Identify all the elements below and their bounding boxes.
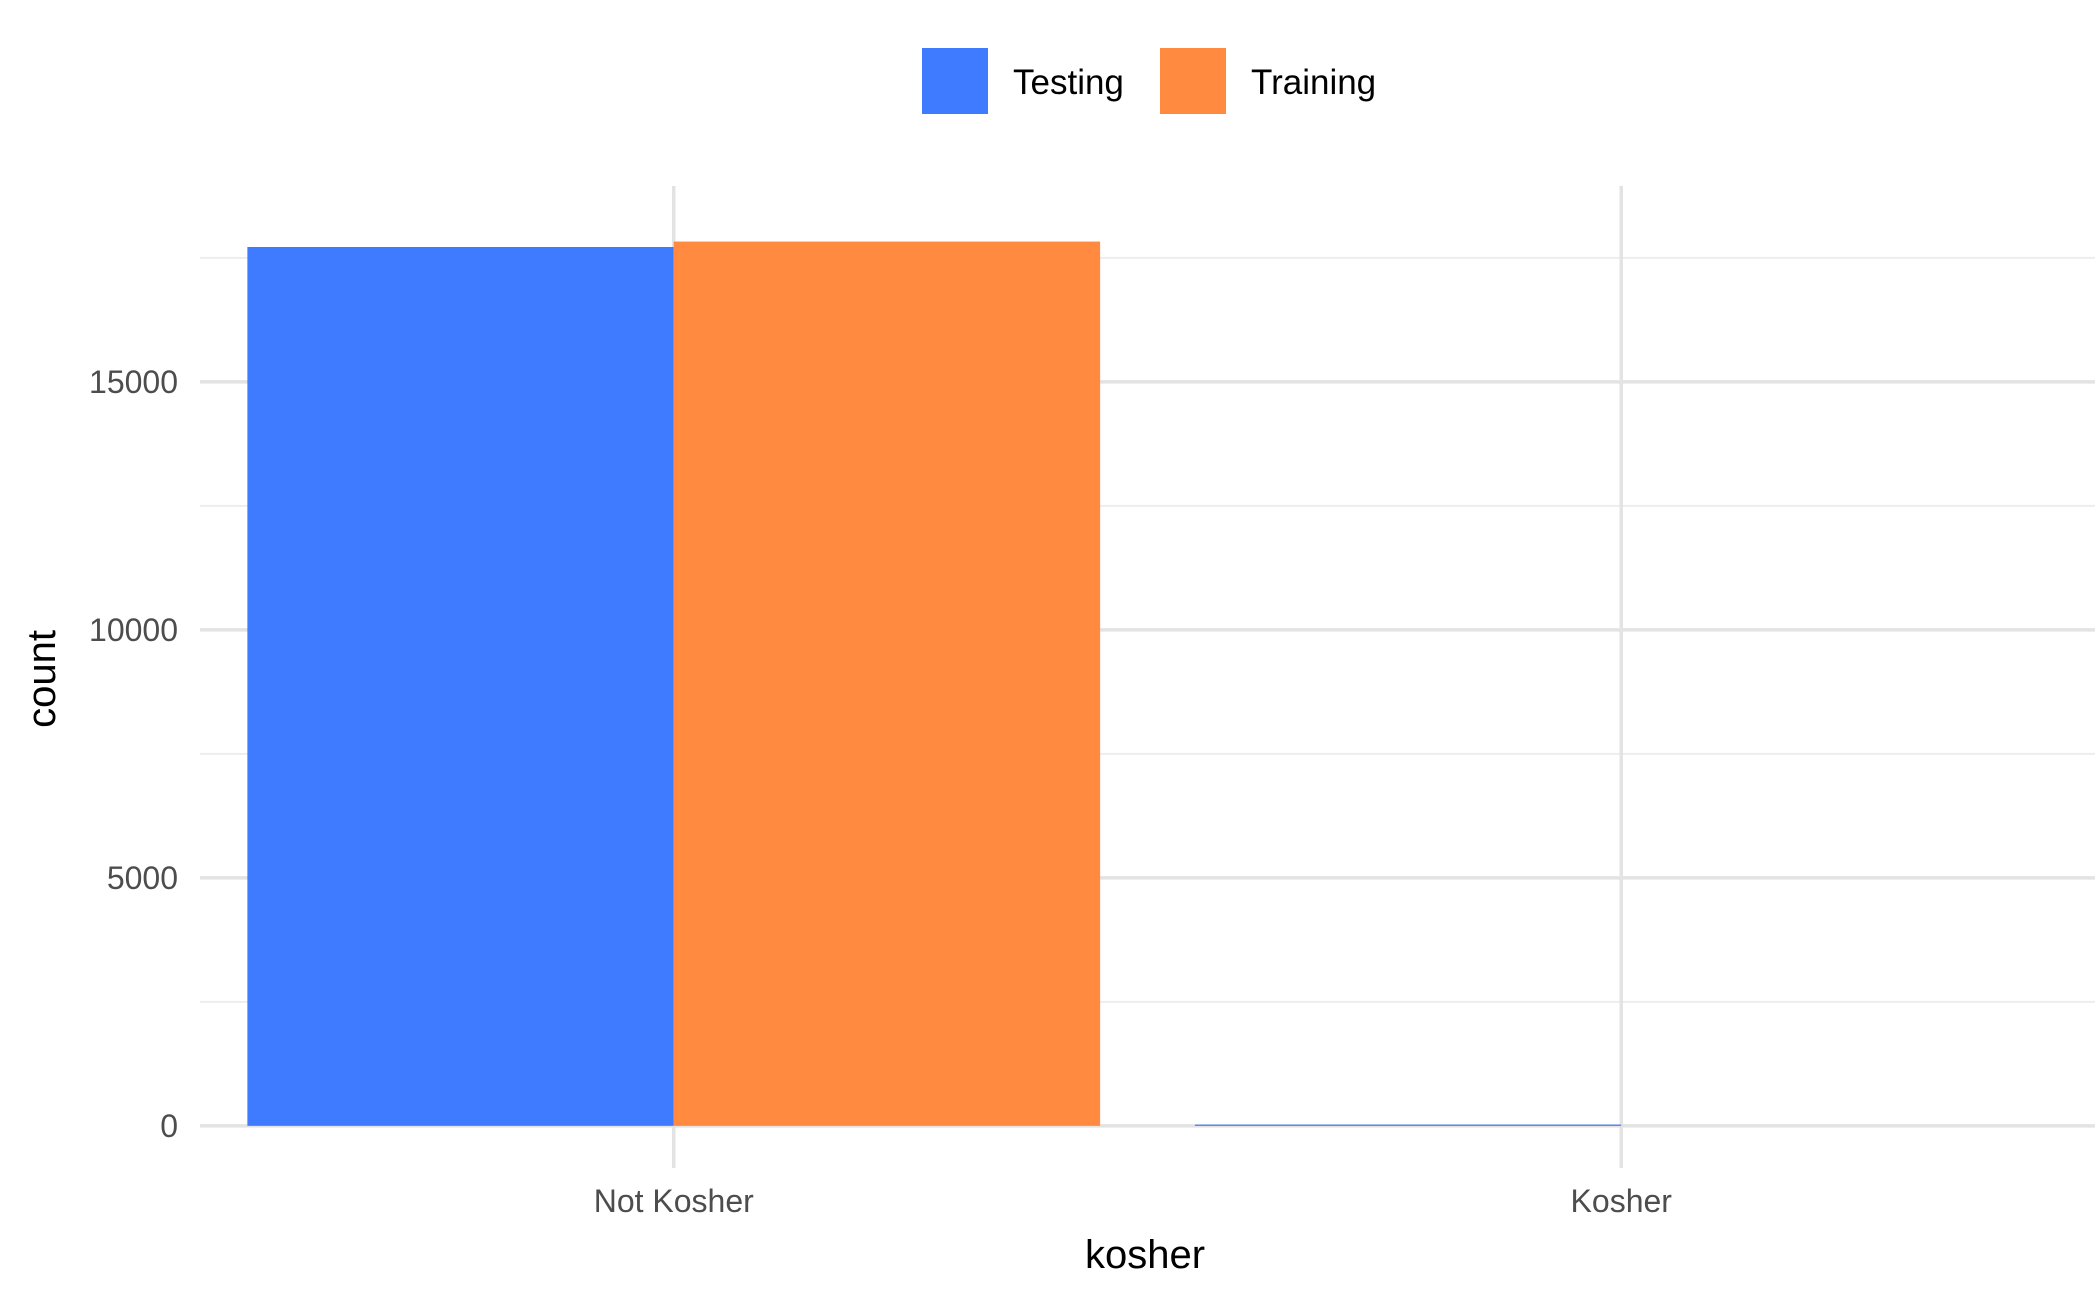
- bar-training-0: [673, 241, 1101, 1126]
- legend-swatch-training: [1160, 48, 1226, 114]
- y-axis-title: count: [20, 630, 64, 728]
- legend: Testing Training: [922, 48, 1376, 114]
- x-axis-title: kosher: [1085, 1233, 1205, 1277]
- x-tick-label-1: Kosher: [1571, 1183, 1673, 1219]
- bars: [247, 241, 1622, 1126]
- y-tick-label-1: 5000: [107, 860, 178, 896]
- bar-testing-1: [1194, 1124, 1622, 1126]
- y-tick-label-0: 0: [160, 1108, 178, 1144]
- y-axis-ticks: 0 5000 10000 15000: [89, 364, 178, 1144]
- x-tick-label-0: Not Kosher: [594, 1183, 754, 1219]
- bar-testing-0: [247, 247, 674, 1126]
- y-tick-label-3: 15000: [89, 364, 178, 400]
- legend-swatch-testing: [922, 48, 988, 114]
- y-tick-label-2: 10000: [89, 612, 178, 648]
- x-axis-ticks: Not Kosher Kosher: [594, 1183, 1673, 1219]
- legend-label-testing: Testing: [1013, 63, 1124, 102]
- legend-label-training: Training: [1251, 63, 1376, 102]
